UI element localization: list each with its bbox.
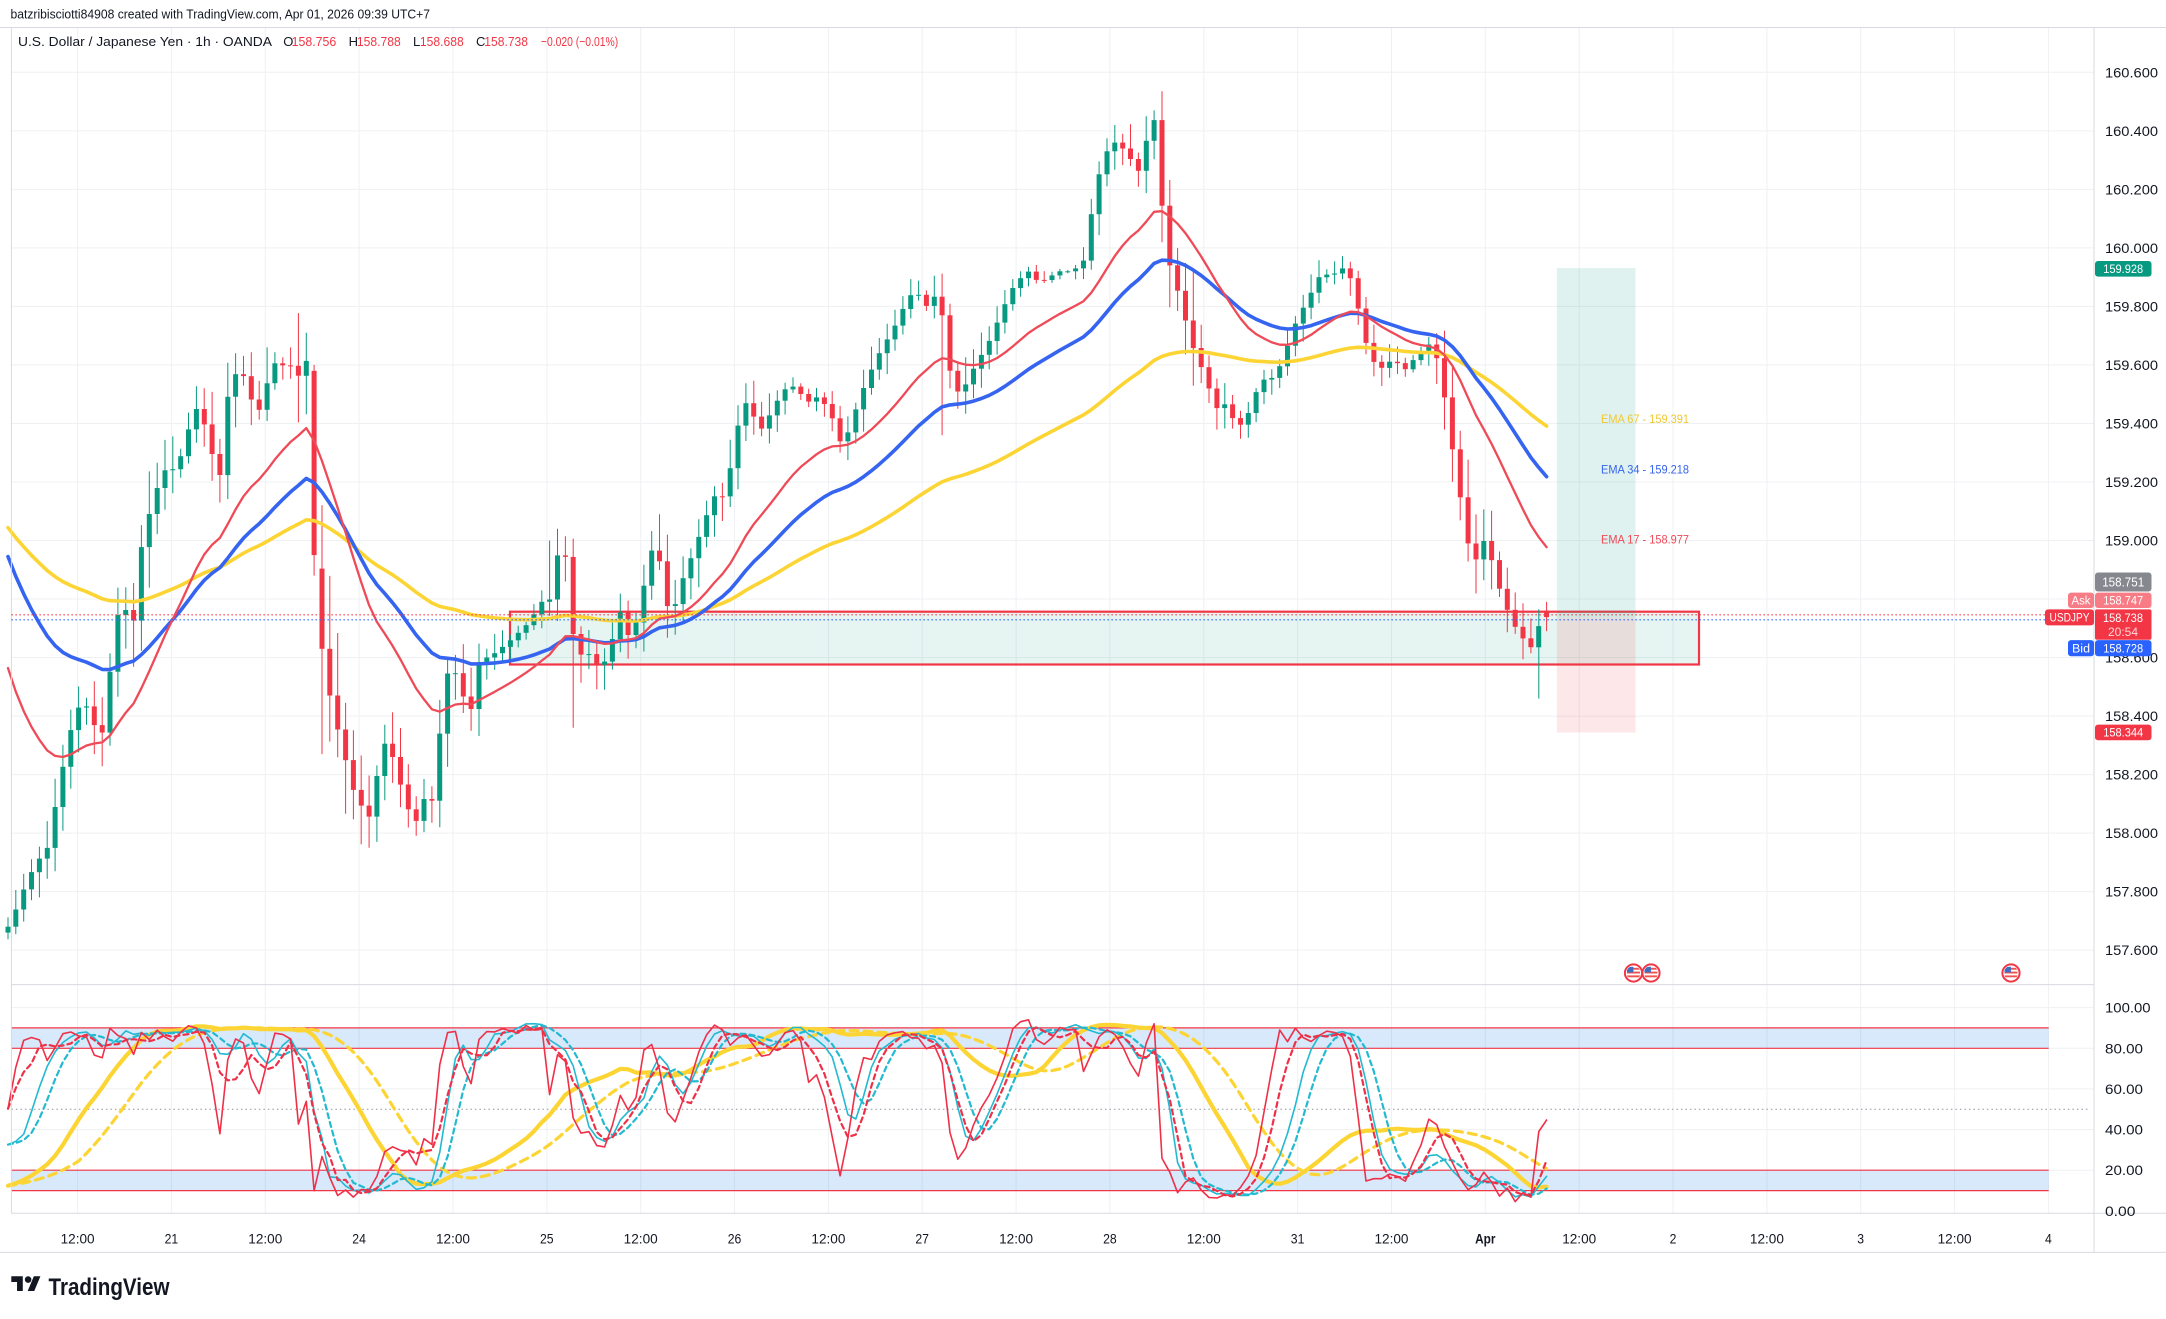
svg-text:27: 27 (915, 1232, 929, 1247)
svg-text:EMA 34 - 159.218: EMA 34 - 159.218 (1601, 463, 1689, 477)
svg-text:159.000: 159.000 (2105, 533, 2158, 549)
svg-text:H: H (349, 34, 358, 49)
svg-text:26: 26 (728, 1232, 742, 1247)
svg-text:12:00: 12:00 (999, 1232, 1033, 1247)
svg-text:Apr: Apr (1475, 1232, 1496, 1247)
svg-text:TradingView: TradingView (49, 1274, 170, 1301)
svg-text:158.000: 158.000 (2105, 825, 2158, 841)
svg-text:0.00: 0.00 (2105, 1203, 2136, 1219)
svg-text:158.738: 158.738 (2103, 611, 2143, 625)
svg-text:L: L (413, 34, 420, 49)
svg-text:12:00: 12:00 (1187, 1232, 1221, 1247)
svg-text:−0.020 (−0.01%): −0.020 (−0.01%) (541, 34, 618, 49)
svg-text:158.400: 158.400 (2105, 708, 2158, 724)
svg-text:159.200: 159.200 (2105, 474, 2158, 490)
svg-text:31: 31 (1291, 1232, 1305, 1247)
svg-text:158.756: 158.756 (292, 34, 337, 49)
svg-text:159.600: 159.600 (2105, 357, 2158, 373)
svg-text:EMA 67 - 159.391: EMA 67 - 159.391 (1601, 412, 1689, 426)
svg-text:159.928: 159.928 (2103, 262, 2143, 276)
svg-text:4: 4 (2045, 1232, 2052, 1247)
svg-text:20.00: 20.00 (2105, 1162, 2143, 1178)
svg-text:C: C (476, 34, 485, 49)
svg-text:12:00: 12:00 (811, 1232, 845, 1247)
svg-text:12:00: 12:00 (436, 1232, 470, 1247)
svg-text:12:00: 12:00 (1562, 1232, 1596, 1247)
svg-text:160.600: 160.600 (2105, 64, 2158, 80)
svg-text:158.200: 158.200 (2105, 767, 2158, 783)
svg-text:USDJPY: USDJPY (2050, 613, 2090, 625)
svg-text:2: 2 (1670, 1232, 1677, 1247)
svg-text:batzribisciotti84908 created w: batzribisciotti84908 created with Tradin… (11, 8, 431, 22)
svg-text:12:00: 12:00 (248, 1232, 282, 1247)
svg-text:28: 28 (1103, 1232, 1117, 1247)
svg-text:158.751: 158.751 (2102, 575, 2144, 589)
svg-text:158.688: 158.688 (420, 34, 464, 49)
svg-text:U.S. Dollar / Japanese Yen · 1: U.S. Dollar / Japanese Yen · 1h · OANDA (18, 34, 272, 49)
svg-text:158.738: 158.738 (484, 34, 528, 49)
svg-text:157.800: 157.800 (2105, 884, 2158, 900)
svg-text:12:00: 12:00 (1750, 1232, 1784, 1247)
svg-text:20:54: 20:54 (2108, 627, 2139, 639)
svg-text:100.00: 100.00 (2105, 1000, 2151, 1016)
svg-text:Bid: Bid (2072, 644, 2090, 656)
svg-text:60.00: 60.00 (2105, 1081, 2143, 1097)
svg-text:159.800: 159.800 (2105, 298, 2158, 314)
svg-text:3: 3 (1857, 1232, 1864, 1247)
svg-text:O: O (283, 34, 293, 49)
svg-text:21: 21 (165, 1232, 179, 1247)
svg-text:25: 25 (540, 1232, 554, 1247)
svg-text:12:00: 12:00 (61, 1232, 95, 1247)
svg-text:80.00: 80.00 (2105, 1040, 2143, 1056)
svg-text:40.00: 40.00 (2105, 1122, 2143, 1138)
svg-text:Ask: Ask (2072, 596, 2091, 608)
svg-text:160.400: 160.400 (2105, 123, 2158, 139)
svg-text:24: 24 (352, 1232, 366, 1247)
svg-text:12:00: 12:00 (1375, 1232, 1409, 1247)
svg-text:12:00: 12:00 (1938, 1232, 1972, 1247)
svg-text:158.344: 158.344 (2103, 726, 2143, 740)
svg-text:12:00: 12:00 (624, 1232, 658, 1247)
svg-text:160.200: 160.200 (2105, 181, 2158, 197)
svg-text:158.728: 158.728 (2103, 642, 2143, 656)
svg-text:157.600: 157.600 (2105, 942, 2158, 958)
svg-text:160.000: 160.000 (2105, 240, 2158, 256)
svg-text:EMA 17 - 158.977: EMA 17 - 158.977 (1601, 533, 1689, 547)
svg-text:158.788: 158.788 (357, 34, 401, 49)
svg-text:159.400: 159.400 (2105, 416, 2158, 432)
svg-text:158.747: 158.747 (2103, 594, 2143, 608)
